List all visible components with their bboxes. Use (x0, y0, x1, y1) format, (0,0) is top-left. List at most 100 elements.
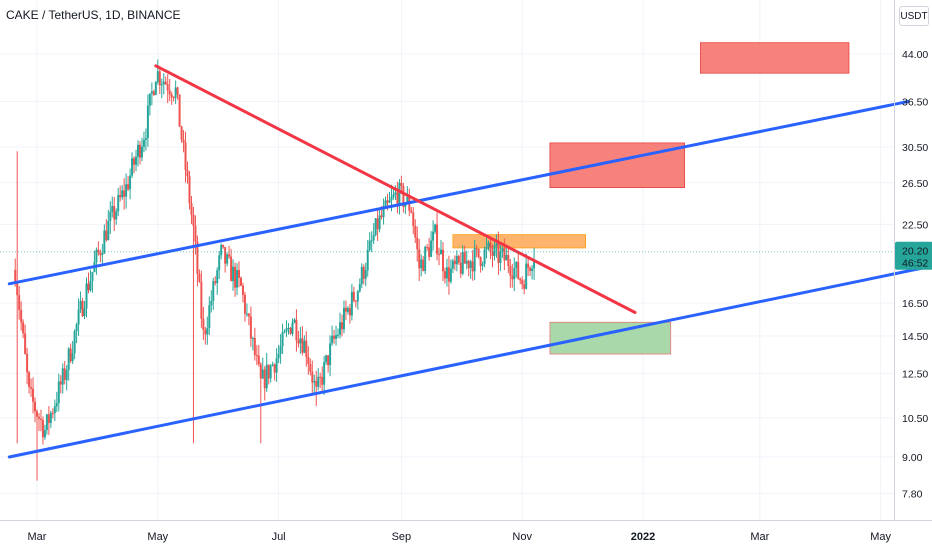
bear-candle-body (529, 267, 532, 271)
bull-candle-body (89, 280, 92, 291)
bull-candle-body (79, 300, 82, 310)
bear-candle-body (194, 225, 197, 242)
bull-candle-body (451, 260, 454, 269)
bull-candle-body (293, 319, 296, 323)
y-tick-label: 9.00 (902, 452, 923, 464)
bear-candle-body (105, 230, 108, 241)
bear-candle-body (301, 338, 304, 353)
bull-candle-body (483, 249, 486, 265)
bull-candle-body (525, 263, 528, 289)
bull-candle-body (323, 361, 326, 385)
bull-candle-body (212, 281, 215, 302)
bear-candle-body (521, 280, 524, 285)
bear-candle-body (447, 267, 450, 282)
currency-button[interactable]: USDT (899, 6, 929, 26)
bull-candle-body (226, 254, 229, 264)
bull-candle-body (261, 369, 264, 379)
bear-candle-body (172, 97, 175, 99)
bear-candle-body (263, 369, 266, 389)
bull-candle-body (335, 335, 338, 339)
bull-candle-body (434, 224, 437, 232)
bear-candle-body (196, 241, 199, 274)
bull-candle-body (279, 346, 282, 354)
bull-candle-body (356, 291, 359, 302)
bear-candle-body (414, 226, 417, 238)
bull-candle-body (129, 175, 132, 190)
bear-candle-body (119, 194, 122, 198)
x-tick-label: Nov (512, 531, 532, 543)
bear-candle-body (59, 381, 62, 385)
bull-candle-body (346, 308, 349, 312)
bull-candle-body (325, 355, 328, 362)
x-tick-label: Mar (28, 531, 47, 543)
bear-candle-body (166, 84, 169, 91)
bull-candle-body (364, 270, 367, 279)
bear-candle-body (267, 364, 270, 379)
bull-candle-body (109, 211, 112, 222)
bull-candle-body (156, 71, 159, 83)
bear-candle-body (243, 294, 246, 314)
x-tick-label: Mar (750, 531, 769, 543)
bear-candle-body (14, 269, 17, 283)
bear-candle-body (20, 309, 23, 323)
bull-candle-body (91, 271, 94, 281)
bear-candle-body (99, 252, 102, 256)
bear-candle-body (344, 307, 347, 312)
downtrend-line[interactable] (154, 64, 637, 314)
bear-candle-body (228, 254, 231, 257)
bull-candle-body (372, 235, 375, 241)
bull-candle-body (303, 340, 306, 353)
bear-candle-body (238, 270, 240, 278)
bear-candle-body (517, 261, 520, 279)
bear-candle-body (507, 254, 510, 266)
bear-candle-body (333, 335, 336, 339)
bull-candle-body (495, 243, 498, 246)
x-tick-label: May (147, 531, 168, 543)
bull-candle-body (218, 255, 221, 271)
bear-candle-body (321, 376, 324, 385)
bull-candle-body (505, 254, 508, 261)
bull-candle-body (125, 184, 128, 197)
bear-candle-body (188, 176, 191, 204)
bear-candle-body (309, 364, 312, 372)
bull-candle-body (374, 218, 377, 236)
bear-candle-body (305, 340, 308, 357)
bear-candle-body (463, 252, 466, 264)
bear-candle-body (30, 387, 33, 389)
bull-candle-body (150, 91, 153, 94)
bull-candle-body (61, 368, 64, 385)
bear-candle-body (426, 246, 429, 248)
bull-candle-body (216, 270, 219, 284)
bear-candle-body (523, 284, 526, 289)
bear-candle-body (37, 416, 40, 419)
bull-candle-body (101, 253, 104, 256)
bull-candle-body (140, 146, 143, 158)
bull-candle-body (57, 381, 60, 404)
bear-candle-body (475, 248, 478, 250)
bear-candle-body (443, 271, 446, 279)
bull-candle-body (360, 266, 363, 285)
bear-candle-body (247, 313, 250, 317)
bull-candle-body (144, 138, 147, 140)
bull-candle-body (271, 364, 274, 366)
bull-candle-body (430, 240, 433, 257)
bear-candle-body (453, 260, 456, 265)
bear-candle-body (51, 412, 54, 414)
bear-candle-body (16, 282, 19, 296)
bull-candle-body (117, 194, 120, 212)
bear-candle-body (214, 281, 217, 284)
bear-candle-body (186, 169, 189, 177)
trend-lines (0, 64, 928, 459)
y-tick-label: 16.50 (902, 298, 928, 310)
channel-lower-line[interactable] (7, 265, 928, 459)
bear-candle-body (24, 333, 27, 354)
bull-candle-body (368, 240, 371, 250)
channel-upper-line[interactable] (7, 99, 910, 286)
x-tick-label: Jul (272, 531, 286, 543)
bear-candle-body (22, 322, 25, 334)
bull-candle-body (67, 348, 70, 371)
bull-candle-body (445, 267, 448, 279)
bear-candle-body (503, 248, 506, 261)
